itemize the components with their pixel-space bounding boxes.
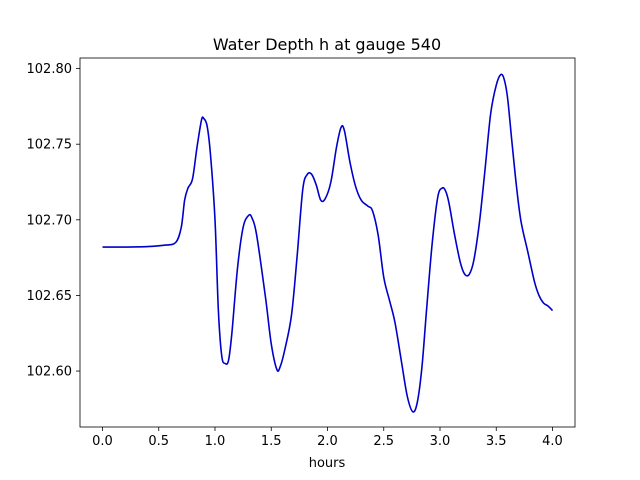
- x-tick-label: 1.5: [261, 434, 282, 449]
- x-tick-label: 4.0: [542, 434, 563, 449]
- x-axis-label: hours: [309, 456, 346, 471]
- y-tick-label: 102.80: [27, 62, 73, 77]
- y-tick-label: 102.60: [27, 365, 73, 380]
- y-tick-label: 102.70: [27, 213, 73, 228]
- y-tick-label: 102.75: [27, 138, 73, 153]
- x-tick-label: 0.0: [92, 434, 113, 449]
- plot-area: [79, 57, 576, 428]
- x-tick-label: 2.0: [317, 434, 338, 449]
- x-tick-label: 0.5: [148, 434, 169, 449]
- x-axis-ticks: 0.0 0.5 1.0 1.5 2.0 2.5 3.0 3.5 4.0: [92, 427, 563, 449]
- axes-frame: [79, 57, 576, 428]
- series-line-water-depth: [102, 73, 554, 413]
- x-tick-label: 3.0: [430, 434, 451, 449]
- x-tick-label: 3.5: [486, 434, 507, 449]
- y-axis-ticks: 102.60 102.65 102.70 102.75 102.80: [27, 62, 80, 380]
- y-tick-label: 102.65: [27, 289, 73, 304]
- x-tick-label: 1.0: [205, 434, 226, 449]
- x-tick-label: 2.5: [373, 434, 394, 449]
- chart-title: Water Depth h at gauge 540: [213, 35, 441, 54]
